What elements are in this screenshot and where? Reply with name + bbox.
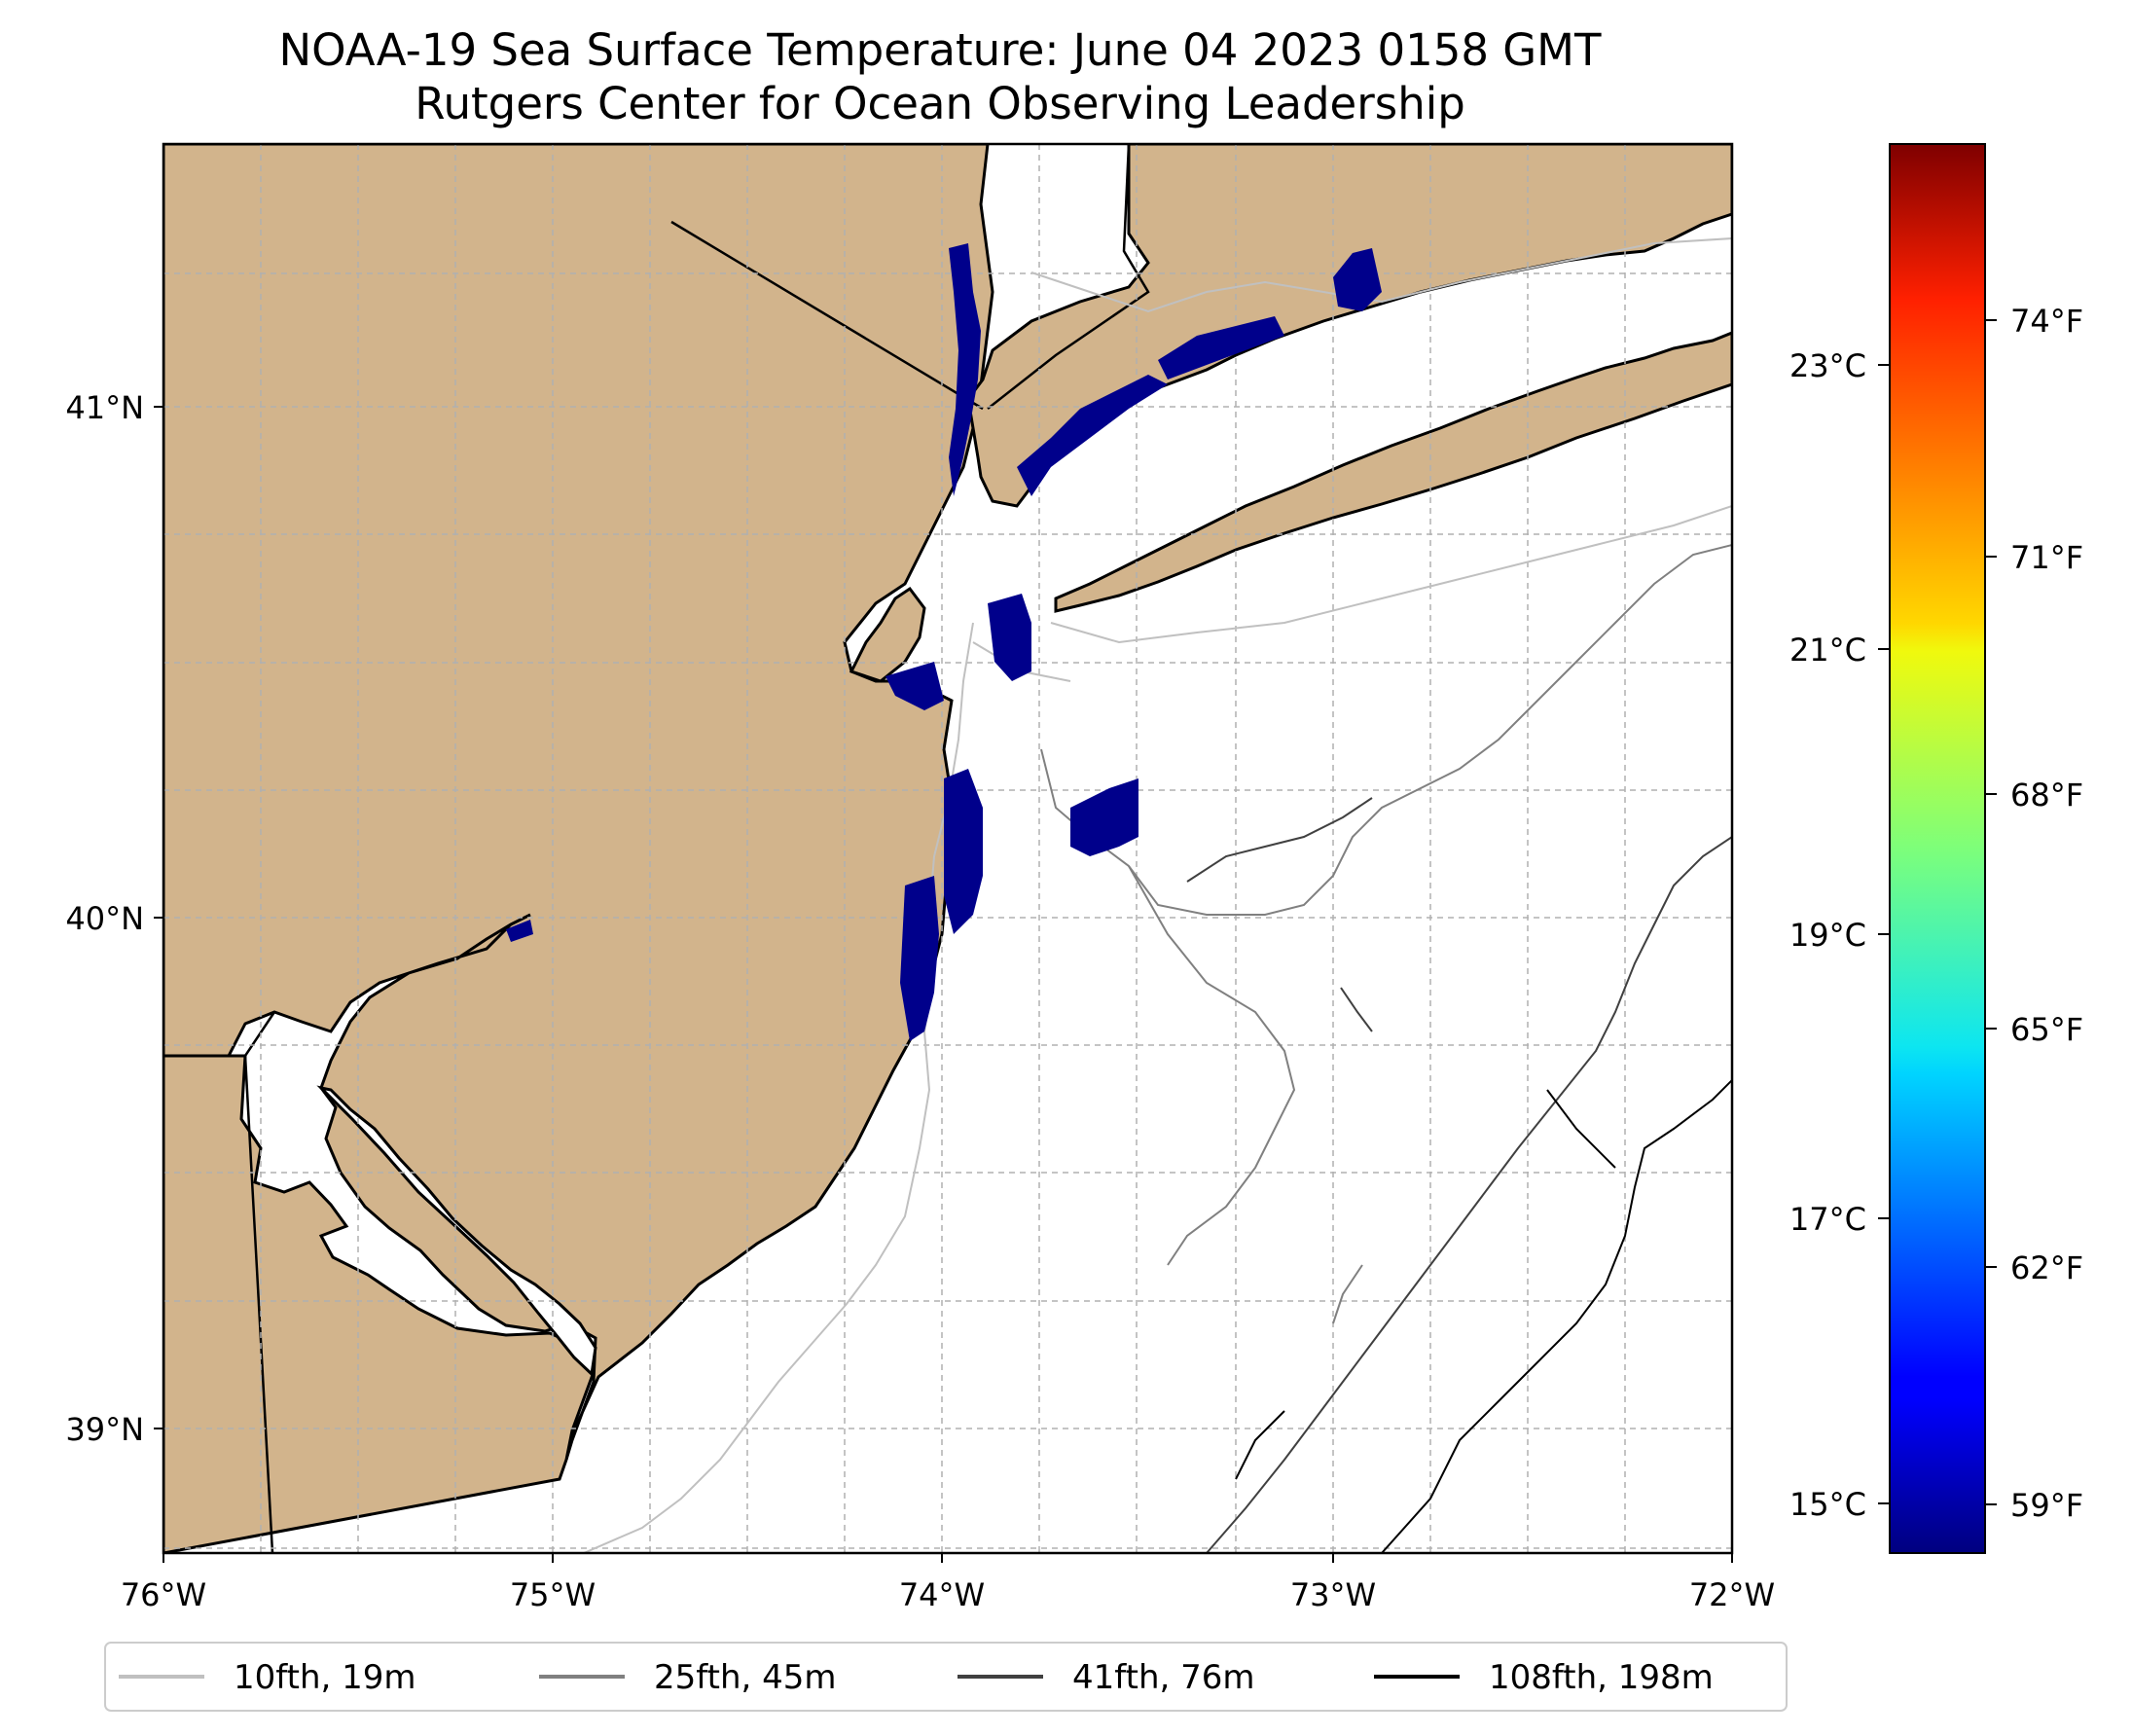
colorbar-celsius-label: 17°C <box>1789 1201 1866 1238</box>
sst-patches <box>506 243 1382 1041</box>
colorbar-fahrenheit-label: 62°F <box>2010 1249 2083 1286</box>
sst-patch-sandy-hook <box>885 662 944 710</box>
sst-patch-li-sound-east <box>1333 248 1382 311</box>
lon-tick-label: 75°W <box>510 1576 596 1613</box>
colorbar-celsius-label: 21°C <box>1789 632 1866 669</box>
colorbar-fahrenheit-ticks <box>1985 319 1997 1505</box>
colorbar <box>1889 143 1986 1554</box>
sst-patch-nj-shore-south <box>900 876 939 1041</box>
lat-tick-label: 40°N <box>65 900 144 937</box>
colorbar-celsius-label: 23°C <box>1789 347 1866 384</box>
long-island-land <box>1054 331 1732 613</box>
legend-label-108fth: 108fth, 198m <box>1489 1658 1714 1697</box>
sst-patch-li-sound-west <box>1017 375 1168 496</box>
colorbar-fahrenheit-label: 65°F <box>2010 1011 2083 1048</box>
map-frame <box>162 142 1734 1555</box>
sst-patch-offshore <box>1070 778 1138 856</box>
sst-patch-li-sound-mid <box>1158 316 1284 380</box>
lon-tick-label: 74°W <box>899 1576 985 1613</box>
lat-tick-label: 41°N <box>65 389 144 426</box>
contour-25fth <box>1040 544 1732 1324</box>
legend-label-41fth: 41fth, 76m <box>1072 1658 1255 1697</box>
state-boundary <box>163 144 1150 1553</box>
delaware-bay-water <box>316 1085 597 1378</box>
colorbar-fahrenheit-label: 71°F <box>2010 539 2083 576</box>
contour-108fth <box>1235 1079 1732 1553</box>
legend-label-25fth: 25fth, 45m <box>654 1658 837 1697</box>
sst-patch-delaware-river <box>506 920 533 942</box>
map-panel <box>163 144 1732 1553</box>
map-axis-ticks <box>154 406 1733 1563</box>
colorbar-celsius-label: 19°C <box>1789 917 1866 954</box>
sst-patch-nj-shore-north <box>944 769 983 934</box>
colorbar-fahrenheit-label: 74°F <box>2010 303 2083 340</box>
colorbar-celsius-ticks <box>1878 364 1890 1504</box>
lon-tick-label: 73°W <box>1290 1576 1376 1613</box>
title-line-1: NOAA-19 Sea Surface Temperature: June 04… <box>278 24 1602 76</box>
lon-tick-label: 76°W <box>121 1576 206 1613</box>
gridlines <box>163 144 1732 1553</box>
staten-island-land <box>849 586 926 683</box>
legend-label-10fth: 10fth, 19m <box>234 1658 416 1697</box>
lat-tick-label: 39°N <box>65 1411 144 1448</box>
title-line-2: Rutgers Center for Ocean Observing Leade… <box>415 78 1465 129</box>
sst-patch-ny-harbor <box>988 594 1031 681</box>
sst-patch-hudson <box>949 243 981 496</box>
lon-tick-label: 72°W <box>1689 1576 1775 1613</box>
colorbar-celsius-label: 15°C <box>1789 1486 1866 1523</box>
colorbar-fahrenheit-label: 59°F <box>2010 1487 2083 1524</box>
legend: 10fth, 19m 25fth, 45m 41fth, 76m 108fth,… <box>104 1642 1788 1712</box>
legend-frame <box>104 1642 1788 1712</box>
colorbar-fahrenheit-label: 68°F <box>2010 777 2083 814</box>
contour-41fth <box>1186 797 1732 1553</box>
